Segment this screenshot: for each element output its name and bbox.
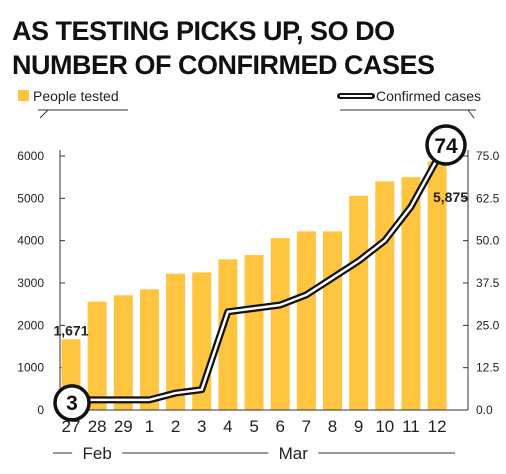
legend-line-pointer bbox=[467, 109, 475, 119]
legend-bar-swatch bbox=[18, 90, 29, 101]
last-case-bubble bbox=[425, 124, 467, 166]
last-case-bubble-label: 74 bbox=[434, 135, 458, 158]
last-bar-data-label: 5,875 bbox=[433, 189, 468, 205]
bar bbox=[375, 181, 395, 410]
chart-title-line-1: AS TESTING PICKS UP, SO DO bbox=[12, 16, 395, 46]
legend-bar-pointer bbox=[39, 109, 49, 119]
right-tick-label: 37.5 bbox=[476, 276, 500, 290]
x-tick-label: 2 bbox=[171, 417, 180, 436]
first-case-bubble bbox=[53, 384, 91, 422]
x-tick-label: 12 bbox=[428, 417, 447, 436]
chart-title-line-2: NUMBER OF CONFIRMED CASES bbox=[12, 50, 435, 80]
legend-bar-label: People tested bbox=[33, 88, 119, 104]
right-tick-label: 75.0 bbox=[476, 149, 500, 163]
bar bbox=[87, 301, 107, 410]
left-tick-label: 2000 bbox=[17, 318, 44, 332]
left-tick-label: 1000 bbox=[17, 361, 44, 375]
x-tick-label: 27 bbox=[62, 417, 81, 436]
right-tick-label: 50.0 bbox=[476, 234, 500, 248]
x-tick-label: 3 bbox=[197, 417, 206, 436]
bar bbox=[113, 295, 133, 410]
x-tick-label: 9 bbox=[354, 417, 363, 436]
first-case-bubble-label: 3 bbox=[66, 392, 78, 415]
month-label: Feb bbox=[83, 444, 112, 463]
right-tick-label: 12.5 bbox=[476, 361, 500, 375]
bar bbox=[270, 238, 290, 410]
x-tick-label: 7 bbox=[302, 417, 311, 436]
x-tick-label: 29 bbox=[114, 417, 133, 436]
x-tick-label: 4 bbox=[223, 417, 232, 436]
bar bbox=[139, 289, 159, 410]
bar bbox=[166, 273, 186, 410]
bar bbox=[427, 161, 447, 410]
x-tick-label: 8 bbox=[328, 417, 337, 436]
cases-line bbox=[69, 158, 439, 402]
x-tick-label: 10 bbox=[375, 417, 394, 436]
left-tick-label: 6000 bbox=[17, 149, 44, 163]
left-tick-label: 5000 bbox=[17, 191, 44, 205]
bar bbox=[296, 231, 316, 410]
x-tick-label: 5 bbox=[249, 417, 258, 436]
bar bbox=[244, 255, 264, 410]
month-label: Mar bbox=[279, 444, 309, 463]
x-tick-label: 28 bbox=[88, 417, 107, 436]
bar bbox=[349, 195, 369, 410]
bar bbox=[218, 259, 238, 410]
first-bar-data-label: 1,671 bbox=[53, 322, 88, 338]
bar bbox=[401, 177, 421, 410]
x-tick-label: 1 bbox=[145, 417, 154, 436]
left-tick-label: 4000 bbox=[17, 234, 44, 248]
left-tick-label: 0 bbox=[37, 403, 44, 417]
x-tick-label: 6 bbox=[275, 417, 284, 436]
legend-line-label: Confirmed cases bbox=[376, 88, 481, 104]
x-tick-label: 11 bbox=[402, 417, 420, 436]
right-tick-label: 25.0 bbox=[476, 318, 500, 332]
right-tick-label: 0.0 bbox=[476, 403, 493, 417]
right-tick-label: 62.5 bbox=[476, 191, 500, 205]
bar bbox=[323, 231, 342, 410]
left-tick-label: 3000 bbox=[17, 276, 44, 290]
